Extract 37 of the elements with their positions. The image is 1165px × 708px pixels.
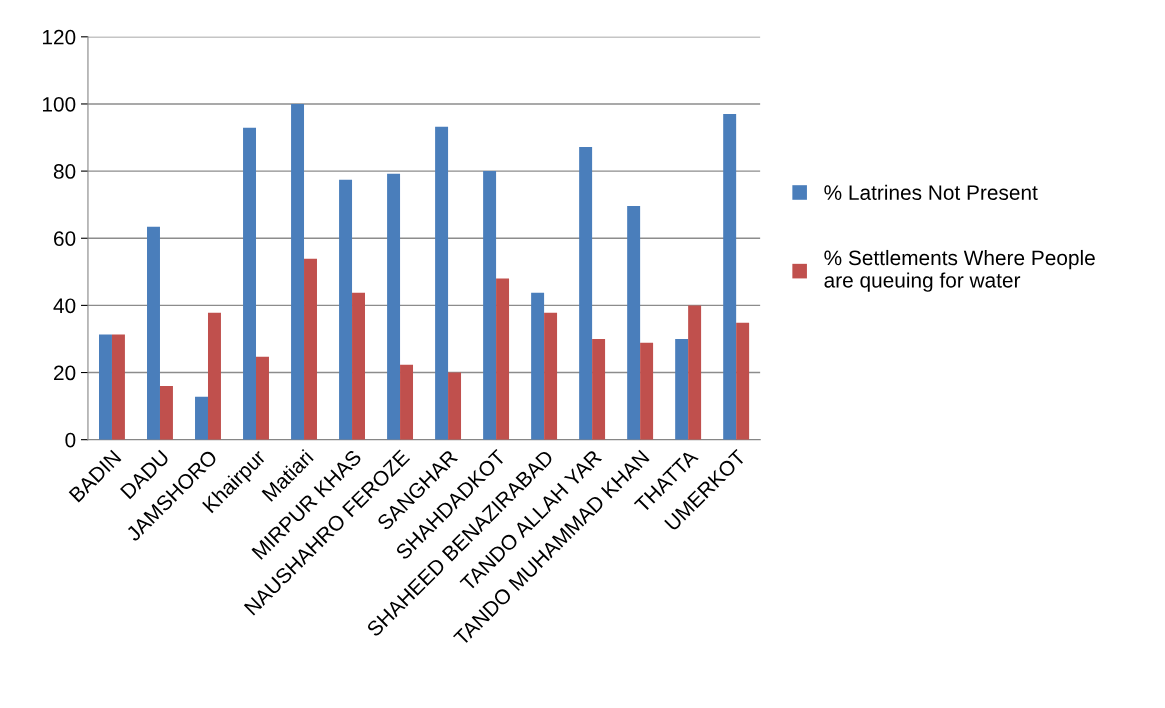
y-tick-label: 60	[54, 231, 76, 246]
bar	[339, 179, 353, 440]
bar	[483, 171, 497, 440]
bar	[147, 226, 160, 440]
y-tick-label: 100	[42, 96, 76, 112]
bar	[243, 127, 257, 440]
bar	[291, 103, 305, 440]
legend-label: % Latrines Not Present	[824, 184, 1038, 200]
bar	[111, 334, 125, 440]
bar	[387, 173, 401, 440]
legend-label: % Settlements Where People are queuing for water	[824, 249, 1095, 292]
bar	[256, 356, 269, 440]
bar	[195, 396, 208, 440]
bar	[304, 258, 317, 440]
bar	[99, 334, 112, 440]
bar	[688, 305, 702, 440]
bar	[159, 385, 173, 440]
y-tick-label: 20	[54, 365, 76, 381]
bar	[723, 114, 737, 440]
bar	[736, 322, 750, 440]
bar	[207, 312, 221, 440]
bar	[544, 312, 558, 440]
bar	[400, 364, 414, 440]
bar	[675, 338, 689, 440]
bar	[592, 338, 606, 440]
bar	[496, 278, 510, 440]
y-tick-label: 0	[65, 432, 76, 448]
bar	[579, 146, 593, 440]
bar	[531, 292, 545, 440]
y-tick-label: 120	[42, 29, 76, 45]
bar	[627, 206, 641, 440]
bar	[435, 126, 449, 440]
y-tick-label: 80	[53, 164, 76, 179]
bar	[640, 342, 654, 440]
y-tick-label: 40	[53, 298, 76, 314]
bar	[352, 292, 365, 440]
bar	[448, 372, 462, 440]
